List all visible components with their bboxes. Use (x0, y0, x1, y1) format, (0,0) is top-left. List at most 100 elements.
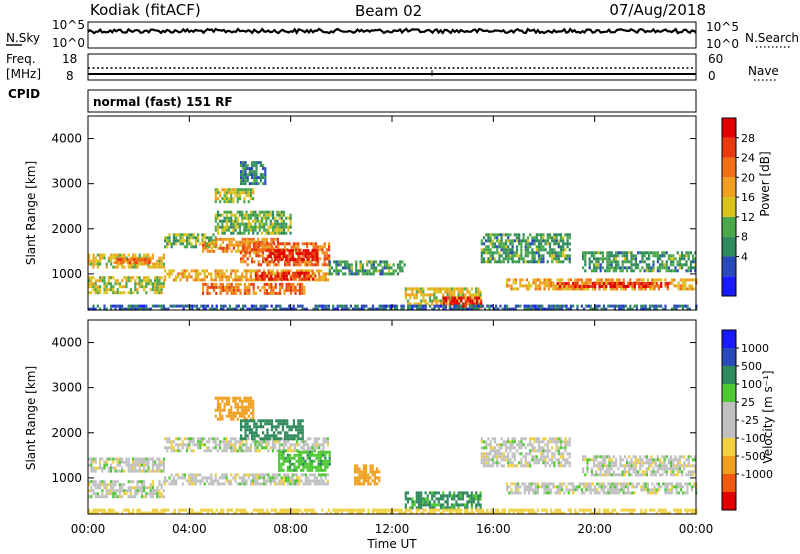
heatmap-cell (276, 213, 279, 217)
heatmap-cell (194, 482, 197, 486)
heatmap-cell (245, 408, 248, 412)
heatmap-cell (363, 269, 367, 273)
heatmap-cell (459, 307, 462, 311)
heatmap-cell (251, 428, 254, 432)
heatmap-cell (190, 242, 193, 246)
heatmap-cell (280, 465, 283, 469)
heatmap-cell (611, 491, 614, 495)
heatmap-cell (648, 266, 651, 270)
heatmap-cell (335, 263, 338, 267)
heatmap-cell (431, 299, 434, 303)
heatmap-cell (554, 304, 557, 308)
heatmap-cell (507, 260, 510, 264)
heatmap-cell (277, 419, 280, 423)
heatmap-cell (282, 231, 286, 235)
heatmap-cell (686, 287, 689, 291)
heatmap-cell (188, 443, 191, 447)
heatmap-cell (203, 272, 206, 276)
heatmap-cell (127, 486, 130, 490)
heatmap-cell (287, 288, 290, 292)
heatmap-cell (230, 282, 233, 286)
heatmap-cell (566, 254, 569, 258)
heatmap-cell (409, 506, 412, 510)
heatmap-cell (470, 497, 473, 501)
heatmap-cell (487, 233, 490, 237)
heatmap-cell (424, 299, 427, 303)
heatmap-cell (619, 269, 622, 273)
heatmap-cell (287, 482, 290, 486)
heatmap-cell (533, 239, 536, 243)
heatmap-cell (671, 281, 674, 285)
heatmap-cell (518, 236, 521, 240)
heatmap-cell (633, 282, 636, 285)
heatmap-cell (525, 485, 528, 489)
heatmap-cell (134, 463, 137, 467)
heatmap-cell (286, 425, 289, 429)
heatmap-cell (147, 307, 150, 311)
heatmap-cell (537, 248, 541, 252)
heatmap-cell (471, 299, 474, 303)
heatmap-cell (439, 497, 443, 501)
heatmap-cell (589, 304, 592, 308)
heatmap-cell (269, 225, 272, 229)
heatmap-cell (276, 222, 279, 226)
heatmap-cell (413, 296, 416, 300)
heatmap-cell (563, 304, 566, 308)
heatmap-cell (221, 482, 224, 486)
heatmap-cell (256, 272, 259, 276)
heatmap-cell (279, 285, 282, 289)
heatmap-cell (270, 277, 273, 281)
heatmap-cell (225, 216, 228, 220)
heatmap-cell (251, 257, 254, 261)
heatmap-cell (291, 456, 294, 460)
heatmap-cell (262, 260, 265, 264)
heatmap-cell (450, 506, 454, 510)
heatmap-cell (154, 282, 157, 286)
heatmap-cell (582, 251, 585, 255)
heatmap-cell (502, 455, 505, 459)
heatmap-cell (197, 278, 200, 282)
heatmap-cell (156, 486, 159, 490)
heatmap-cell (203, 269, 206, 273)
heatmap-cell (242, 419, 245, 423)
heatmap-cell (244, 434, 247, 438)
heatmap-cell (274, 249, 277, 253)
heatmap-cell (247, 396, 250, 400)
heatmap-cell (288, 428, 291, 432)
heatmap-cell (90, 307, 93, 311)
heatmap-cell (311, 249, 314, 253)
heatmap-cell (236, 405, 239, 409)
heatmap-cell (255, 251, 258, 255)
heatmap-cell (464, 503, 467, 507)
heatmap-cell (236, 440, 239, 444)
heatmap-cell (480, 455, 483, 459)
heatmap-cell (324, 468, 327, 472)
heatmap-cell (123, 253, 126, 257)
heatmap-cell (493, 257, 497, 261)
heatmap-cell (235, 285, 238, 289)
heatmap-cell (238, 449, 241, 453)
heatmap-cell (480, 299, 483, 303)
heatmap-cell (262, 254, 265, 258)
heatmap-cell (550, 491, 553, 495)
heatmap-cell (280, 258, 283, 262)
heatmap-cell (482, 440, 486, 444)
heatmap-cell (92, 262, 95, 266)
heatmap-cell (246, 263, 249, 267)
heatmap-cell (520, 254, 523, 258)
heatmap-cell (313, 446, 316, 450)
heatmap-cell (261, 274, 264, 278)
heatmap-cell (160, 469, 163, 473)
heatmap-cell (274, 443, 277, 447)
heatmap-cell (110, 457, 113, 461)
heatmap-cell (291, 252, 294, 256)
heatmap-cell (518, 254, 521, 258)
heatmap-cell (208, 236, 211, 240)
heatmap-cell (524, 455, 527, 459)
heatmap-cell (509, 464, 512, 468)
heatmap-cell (160, 492, 163, 496)
heatmap-cell (138, 253, 141, 257)
heatmap-cell (143, 279, 146, 283)
heatmap-cell (170, 269, 173, 273)
heatmap-cell (210, 437, 213, 441)
